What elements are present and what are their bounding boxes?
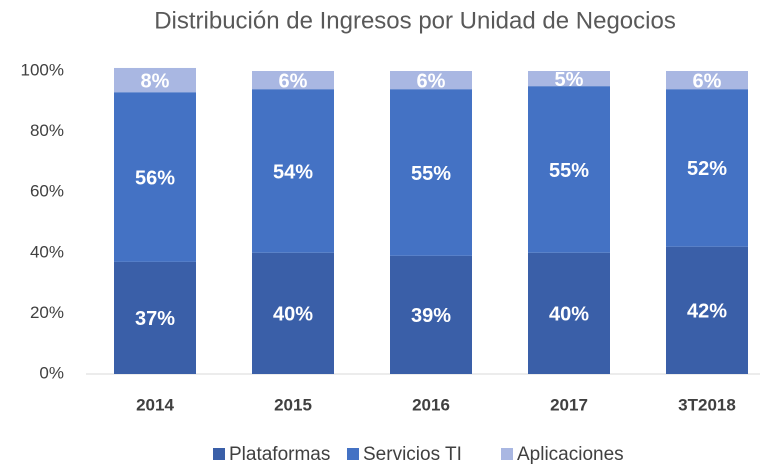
bar-segment bbox=[114, 261, 196, 374]
bar-segment bbox=[252, 89, 334, 253]
data-label: 5% bbox=[555, 69, 584, 91]
bar-segment bbox=[252, 71, 334, 90]
bar-segment bbox=[390, 71, 472, 90]
legend-label: Servicios TI bbox=[363, 444, 462, 465]
legend-label: Aplicaciones bbox=[517, 444, 624, 465]
bar-segment bbox=[114, 67, 196, 93]
bar-segment bbox=[528, 71, 610, 87]
bar-segment bbox=[666, 246, 748, 374]
y-tick-label: 40% bbox=[30, 242, 64, 261]
data-label: 6% bbox=[417, 70, 446, 92]
data-label: 52% bbox=[687, 158, 727, 180]
y-tick-label: 80% bbox=[30, 121, 64, 140]
data-label: 55% bbox=[411, 163, 451, 185]
y-tick-label: 20% bbox=[30, 303, 64, 322]
data-label: 8% bbox=[141, 70, 170, 92]
x-tick-label: 2016 bbox=[412, 395, 450, 414]
data-label: 6% bbox=[693, 70, 722, 92]
x-tick-label: 2015 bbox=[274, 395, 312, 414]
data-label: 54% bbox=[273, 161, 313, 183]
legend-swatch bbox=[347, 448, 359, 460]
bar-segment bbox=[114, 92, 196, 262]
x-tick-label: 2014 bbox=[136, 395, 174, 414]
bar-segment bbox=[390, 255, 472, 374]
data-label: 42% bbox=[687, 301, 727, 323]
data-label: 40% bbox=[549, 304, 589, 326]
data-label: 40% bbox=[273, 304, 313, 326]
bar-segment bbox=[528, 86, 610, 253]
legend-swatch bbox=[213, 448, 225, 460]
data-label: 6% bbox=[279, 70, 308, 92]
data-label: 37% bbox=[135, 308, 175, 330]
data-label: 56% bbox=[135, 167, 175, 189]
chart-title: Distribución de Ingresos por Unidad de N… bbox=[154, 7, 676, 34]
x-tick-label: 3T2018 bbox=[678, 395, 736, 414]
bar-segment bbox=[528, 252, 610, 374]
legend-label: Plataformas bbox=[229, 444, 330, 465]
bar-segment bbox=[252, 252, 334, 374]
y-tick-label: 0% bbox=[39, 363, 64, 382]
data-label: 39% bbox=[411, 305, 451, 327]
x-tick-label: 2017 bbox=[550, 395, 588, 414]
legend-swatch bbox=[501, 448, 513, 460]
y-tick-label: 60% bbox=[30, 182, 64, 201]
bar-segment bbox=[666, 71, 748, 90]
bar-segment bbox=[666, 89, 748, 247]
data-label: 55% bbox=[549, 160, 589, 182]
bar-segment bbox=[390, 89, 472, 256]
y-tick-label: 100% bbox=[21, 60, 64, 79]
